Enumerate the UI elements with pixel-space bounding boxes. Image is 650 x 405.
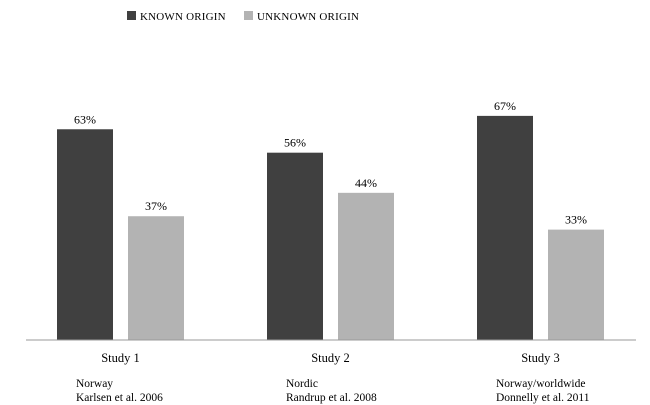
bar-known-origin-1 — [57, 129, 113, 340]
bar-known-origin-3 — [477, 115, 533, 340]
data-label-known-origin-3: 67% — [494, 99, 516, 113]
data-label-unknown-origin-3: 33% — [565, 213, 587, 227]
legend-swatch-known-origin — [127, 11, 136, 20]
bars-group — [57, 115, 604, 340]
x-tick-note-1-2: Karlsen et al. 2006 — [76, 392, 163, 404]
x-tick-label-3: Study 3 — [521, 351, 560, 365]
data-label-known-origin-2: 56% — [284, 136, 306, 150]
x-tick-note-2-2: Randrup et al. 2008 — [286, 392, 377, 404]
x-tick-note-3-2: Donnelly et al. 2011 — [496, 392, 590, 404]
bar-known-origin-2 — [267, 152, 323, 340]
legend-swatch-unknown-origin — [244, 11, 253, 20]
x-tick-note-2-1: Nordic — [286, 378, 318, 390]
bar-unknown-origin-3 — [548, 229, 604, 340]
bar-unknown-origin-2 — [338, 192, 394, 340]
x-ticks-group: Study 1 Norway Karlsen et al. 2006 Study 2 N… — [76, 351, 590, 404]
x-tick-note-3-1: Norway/worldwide — [496, 378, 585, 390]
bar-unknown-origin-1 — [128, 216, 184, 340]
x-tick-note-1-1: Norway — [76, 378, 113, 390]
data-label-unknown-origin-2: 44% — [355, 176, 377, 190]
bar-labels-group: 63% 37% 56% 44% 67% 33% — [74, 99, 587, 227]
data-label-unknown-origin-1: 37% — [145, 199, 167, 213]
x-tick-label-1: Study 1 — [101, 351, 140, 365]
x-tick-label-2: Study 2 — [311, 351, 350, 365]
legend-label-unknown-origin: UNKNOWN ORIGIN — [257, 11, 359, 23]
legend-label-known-origin: KNOWN ORIGIN — [140, 11, 226, 23]
data-label-known-origin-1: 63% — [74, 112, 96, 126]
legend: KNOWN ORIGIN UNKNOWN ORIGIN — [127, 11, 359, 23]
